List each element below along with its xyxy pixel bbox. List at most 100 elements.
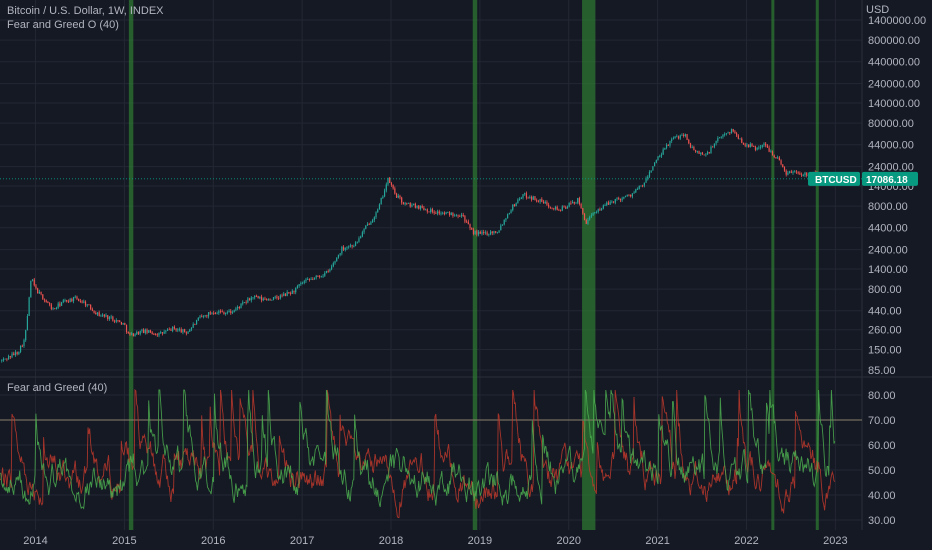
oscillator-tick-label: 40.00: [868, 490, 896, 502]
price-candle: [671, 137, 673, 144]
price-candle: [187, 331, 189, 335]
price-candle: [78, 298, 80, 302]
price-candle: [765, 141, 767, 148]
price-candle: [177, 328, 179, 333]
price-candle: [199, 314, 201, 319]
oscillator-series-fear: [0, 389, 836, 510]
price-candle: [693, 145, 695, 151]
price-candle: [553, 207, 555, 211]
price-candle: [313, 277, 316, 280]
price-tick-label: 240000.00: [868, 79, 920, 91]
price-candle: [771, 150, 774, 156]
price-candle: [392, 184, 394, 190]
overlay-indicator-label[interactable]: Fear and Greed O (40): [7, 19, 119, 31]
price-candle: [679, 134, 681, 141]
price-candle: [170, 328, 172, 332]
price-candle: [272, 297, 275, 301]
price-candle: [440, 211, 442, 216]
price-candle: [284, 293, 287, 297]
price-candle: [250, 296, 252, 303]
price-tick-label: 800.00: [868, 284, 902, 296]
price-candle: [590, 213, 592, 219]
time-tick-label: 2018: [379, 535, 403, 547]
price-candle: [223, 311, 225, 315]
price-candle: [686, 134, 688, 141]
price-candle: [79, 298, 81, 303]
price-candle: [594, 212, 596, 215]
price-candle: [353, 244, 355, 248]
price-candle: [240, 303, 242, 309]
price-candle: [701, 151, 704, 155]
price-candle: [599, 207, 601, 211]
price-candle: [430, 207, 432, 214]
price-candle: [319, 275, 321, 279]
price-candle: [377, 208, 379, 213]
price-candle: [766, 144, 768, 148]
price-candle: [688, 138, 690, 145]
price-candle: [43, 298, 46, 303]
price-candle: [739, 138, 741, 140]
price-candle: [525, 191, 528, 200]
price-candle: [542, 199, 545, 204]
oscillator-axis[interactable]: 80.00 70.00 60.00 50.00 40.00 30.00: [868, 390, 896, 527]
price-candle: [689, 142, 692, 149]
price-candle: [630, 194, 632, 198]
price-candle: [67, 299, 70, 303]
price-candle: [50, 303, 52, 311]
price-candle: [255, 294, 258, 298]
price-candle: [527, 196, 529, 199]
price-candle: [286, 290, 288, 297]
price-candle: [11, 351, 13, 359]
price-candle: [62, 298, 64, 304]
price-candle: [233, 309, 235, 313]
price-candle: [165, 329, 167, 334]
price-candle: [712, 145, 714, 148]
price-candle: [529, 195, 531, 199]
price-candle: [385, 182, 387, 193]
price-candle: [601, 207, 603, 211]
price-candle: [76, 295, 78, 301]
price-candle: [137, 331, 140, 336]
price-candle: [659, 154, 661, 158]
price-candle: [655, 159, 657, 164]
price-candle: [394, 186, 396, 195]
price-candle: [587, 217, 589, 225]
price-candle: [88, 304, 90, 306]
price-candle: [252, 297, 254, 300]
price-candles: [0, 128, 862, 363]
price-candle: [787, 170, 789, 176]
price-candle: [650, 170, 652, 174]
price-candle: [160, 330, 162, 334]
price-candle: [373, 216, 375, 223]
price-badge-value: 17086.18: [866, 175, 908, 186]
symbol-badge: [808, 171, 860, 186]
price-candle: [84, 300, 87, 308]
price-candle: [799, 171, 801, 175]
price-candle: [180, 327, 182, 333]
time-tick-label: 2020: [557, 535, 581, 547]
price-candle: [368, 222, 370, 226]
time-axis[interactable]: 2014 2015 2016 2017 2018 2019 2020 2021 2022 2023: [0, 530, 932, 550]
oscillator-indicator-label[interactable]: Fear and Greed (40): [7, 382, 108, 394]
price-candle: [431, 207, 434, 214]
price-candle: [489, 230, 492, 236]
price-candle: [37, 287, 39, 294]
price-candle: [669, 140, 671, 148]
price-candle: [452, 212, 454, 218]
price-candle: [665, 143, 668, 150]
time-tick-label: 2014: [23, 535, 47, 547]
price-candle: [16, 351, 18, 356]
price-candle: [358, 236, 360, 243]
price-candle: [667, 144, 669, 147]
symbol-title[interactable]: Bitcoin / U.S. Dollar, 1W, INDEX: [7, 5, 164, 17]
price-candle: [477, 230, 480, 237]
price-candle: [510, 209, 512, 214]
time-tick-label: 2022: [734, 535, 758, 547]
price-candle: [583, 212, 586, 221]
price-tick-label: 1400000.00: [868, 15, 926, 27]
price-candle: [238, 306, 240, 310]
price-candle: [387, 177, 389, 186]
price-candle: [602, 204, 604, 210]
